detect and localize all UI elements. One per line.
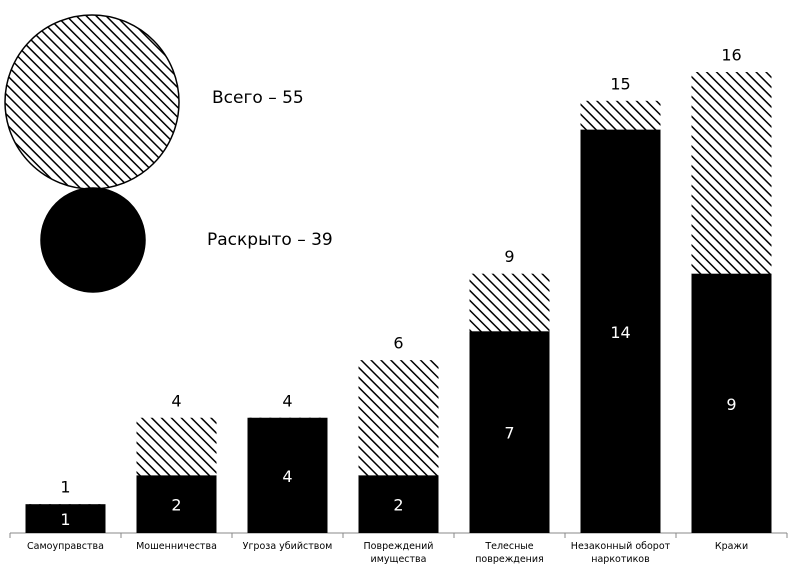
- bar: [25, 504, 106, 533]
- x-tick-label: Кражи: [714, 541, 749, 552]
- bar: [358, 475, 439, 533]
- x-tick-label: Повреждений имущества: [363, 541, 434, 565]
- value-label: 14: [610, 323, 630, 342]
- legend-label: Всего – 55: [212, 88, 304, 108]
- legend-label: Раскрыто – 39: [207, 230, 333, 250]
- value-label: 2: [393, 496, 403, 515]
- legend-swatch: [4, 14, 180, 190]
- legend-swatch: [40, 187, 146, 293]
- x-tick-label: Телесные повреждения: [475, 541, 544, 565]
- value-label: 7: [504, 424, 514, 443]
- value-label: 1: [60, 510, 70, 529]
- value-label: 4: [171, 391, 181, 410]
- x-tick-label: Угроза убийством: [242, 541, 333, 552]
- bar: [580, 129, 661, 533]
- value-label: 15: [610, 74, 630, 93]
- bar: [691, 273, 772, 533]
- x-tick-label: Мошенничества: [136, 541, 217, 552]
- value-label: 4: [282, 391, 292, 410]
- x-tick-label: Самоуправства: [27, 541, 104, 552]
- bar: [136, 475, 217, 533]
- x-tick-label: Незаконный оборот наркотиков: [570, 541, 671, 565]
- value-label: 9: [726, 395, 736, 414]
- value-label: 6: [393, 334, 403, 353]
- value-label: 9: [504, 247, 514, 266]
- value-label: 2: [171, 496, 181, 515]
- bar: [469, 331, 550, 533]
- bar: [247, 417, 328, 533]
- value-label: 16: [721, 46, 741, 65]
- value-label: 4: [282, 467, 292, 486]
- value-label: 1: [60, 478, 70, 497]
